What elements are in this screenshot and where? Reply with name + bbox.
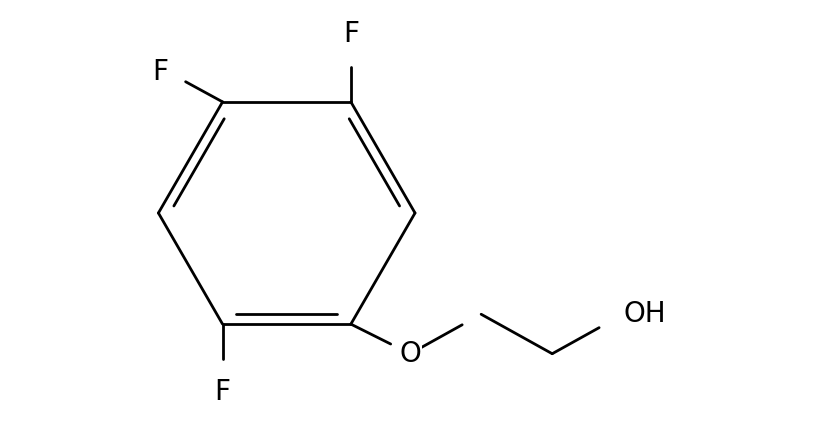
Text: O: O <box>399 340 421 368</box>
Text: F: F <box>343 20 359 48</box>
Text: F: F <box>214 378 230 406</box>
Text: F: F <box>153 58 168 86</box>
Text: OH: OH <box>623 300 666 328</box>
